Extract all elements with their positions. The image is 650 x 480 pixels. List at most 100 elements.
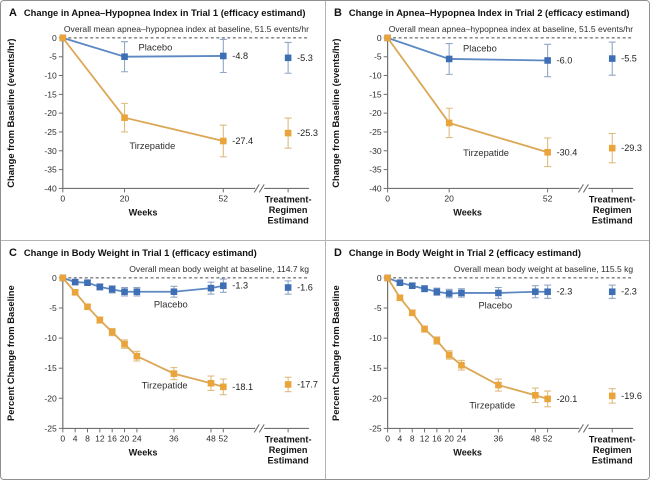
chart-canvas-a: A Change in Apnea–Hypopnea Index in Trial… [6,7,318,225]
y-tick-label: -20 [44,394,57,404]
baseline-annotation: Overall mean body weight at baseline, 11… [129,264,309,274]
series-placebo: -4.8 -5.3 Placebo [59,34,313,74]
y-tick-label: -5 [374,52,382,62]
data-point-marker [396,279,404,287]
x-tick-label: 4 [398,434,403,444]
y-axis-title: Change from Baseline (events/hr) [331,39,341,188]
estimand-axis-label: Regimen [593,445,632,455]
series-placebo: -1.3 -1.6 Placebo [59,274,313,310]
axis-break-slash [258,184,265,193]
data-point-marker [544,57,551,64]
data-point-marker [445,290,453,298]
estimand-axis-label: Estimand [592,215,633,225]
panel-letter: C [9,247,17,259]
x-axis-title: Weeks [129,207,158,217]
series-tirzepatide: -18.1 -17.7 Tirzepatide [59,274,318,396]
x-tick-label: 20 [120,434,130,444]
data-point-marker [532,392,539,399]
y-tick-label: -5 [49,52,57,62]
x-tick-label: 52 [219,434,229,444]
estimand-value-label: -2.3 [621,287,637,297]
week52-value-label: -4.8 [232,51,248,61]
panel-title: Change in Body Weight in Trial 1 (effica… [24,248,257,258]
panel-a-ahi-trial-1: A Change in Apnea–Hypopnea Index in Trial… [1,1,325,241]
x-tick-label: 0 [60,434,65,444]
estimand-marker [284,284,292,292]
series-tirzepatide: -30.4 -29.3 Tirzepatide [384,34,642,168]
y-tick-label: -25 [44,127,57,137]
x-tick-label: 0 [385,434,390,444]
panel-d-body-weight-trial-2: D Change in Body Weight in Trial 2 (effic… [325,240,649,479]
estimand-value-label: -17.7 [297,380,318,390]
axis-break-slash [253,184,260,193]
data-point-marker [220,383,227,391]
chart-canvas-b: B Change in Apnea–Hypopnea Index in Trial… [331,7,642,225]
data-point-marker [133,353,141,360]
data-point-marker [108,329,116,336]
data-point-marker [421,285,428,293]
data-point-marker [495,382,502,389]
data-point-marker [84,279,91,287]
estimand-value-label: -25.3 [297,128,318,138]
estimand-value-label: -1.6 [297,283,313,293]
y-axis-title: Percent Change from Baseline [331,286,341,422]
estimand-axis-label: Treatment- [589,194,636,204]
week52-value-label: -27.4 [232,136,253,146]
axis-break-slash [577,184,584,193]
panel-title: Change in Body Weight in Trial 2 (effica… [349,248,581,258]
y-tick-label: -10 [44,333,57,343]
series-line [62,277,224,293]
y-tick-label: 0 [377,273,382,283]
x-tick-label: 8 [85,434,90,444]
data-point-marker [84,303,91,311]
data-point-marker [458,362,465,369]
y-tick-label: -25 [369,424,382,434]
data-point-marker [133,288,141,296]
x-axis-title: Weeks [453,207,482,217]
baseline-annotation: Overall mean body weight at baseline, 11… [454,264,633,274]
estimand-axis-label: Regimen [593,205,632,215]
x-tick-label: 20 [444,434,454,444]
estimand-axis-label: Treatment- [589,435,636,445]
data-point-marker [445,119,453,127]
y-tick-label: 0 [52,33,57,43]
x-tick-label: 12 [420,434,430,444]
estimand-axis-label: Estimand [268,215,309,225]
x-tick-label: 52 [219,193,229,203]
x-tick-label: 0 [385,193,390,203]
estimand-axis-label: Regimen [269,445,308,455]
x-tick-label: 8 [410,434,415,444]
data-point-marker [108,286,116,293]
y-tick-label: 0 [377,33,382,43]
data-point-marker [544,148,551,156]
y-tick-label: -40 [369,183,382,193]
x-tick-label: 36 [494,434,504,444]
data-point-marker [458,289,465,297]
estimand-marker [608,144,616,152]
data-point-marker [220,137,227,145]
y-tick-label: -15 [369,89,382,99]
axis-break-slash [582,184,589,193]
baseline-annotation: Overall mean apnea–hypopnea index at bas… [389,24,633,34]
series-tirzepatide: -27.4 -25.3 Tirzepatide [59,34,318,158]
series-name-label: Placebo [138,43,172,53]
series-line [62,37,224,142]
series-tirzepatide: -20.1 -19.6 Tirzepatide [384,274,642,411]
series-name-label: Tirzepatide [142,381,188,391]
panel-title: Change in Apnea–Hypopnea Index in Trial … [349,8,630,18]
y-tick-label: 0 [52,273,57,283]
x-tick-label: 20 [120,193,130,203]
x-tick-label: 24 [457,434,467,444]
series-name-label: Placebo [154,300,188,310]
data-point-marker [170,288,178,296]
data-point-marker [71,279,79,286]
y-tick-label: -20 [369,108,382,118]
y-tick-label: -15 [44,363,57,373]
week52-value-label: -18.1 [232,382,253,392]
series-placebo: -6.0 -5.5 Placebo [384,34,637,78]
data-point-marker [495,289,502,297]
y-tick-label: -30 [44,146,57,156]
data-point-marker [445,351,453,359]
x-tick-label: 16 [432,434,442,444]
y-tick-label: -25 [369,127,382,137]
